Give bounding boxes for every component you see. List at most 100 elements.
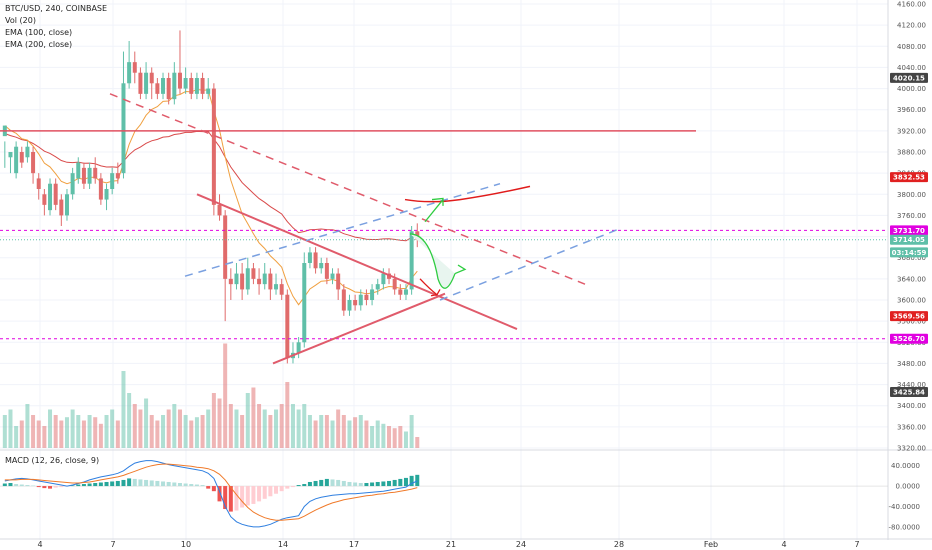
macd-hist-bar: [279, 486, 284, 492]
macd-hist-bar: [364, 483, 369, 487]
volume-bar: [409, 415, 414, 448]
volume-bar: [59, 420, 64, 448]
candle-body: [104, 189, 109, 200]
volume-bars: [2, 343, 420, 448]
macd-hist-bar: [228, 486, 233, 512]
price-badge-label: 3526.70: [893, 335, 925, 343]
macd-hist-bar: [127, 478, 132, 487]
price-tick-label: 4120.00: [897, 22, 926, 30]
candle-body: [144, 72, 149, 94]
drawing-tools: [0, 93, 888, 365]
price-tick-label: 3960.00: [897, 106, 926, 114]
signal-line: [4, 463, 418, 521]
ema200-legend[interactable]: EMA (200, close): [5, 40, 73, 49]
price-tick-label: 3440.00: [897, 381, 926, 389]
candle-body: [353, 300, 358, 306]
macd-tick-label: -80.0000: [889, 523, 920, 531]
volume-bar: [144, 398, 149, 448]
macd-hist-bar: [330, 479, 335, 487]
macd-hist-bar: [302, 484, 307, 487]
macd-hist-bar: [121, 479, 126, 487]
price-badge-label: 03:14:59: [892, 249, 927, 257]
volume-bar: [2, 415, 7, 448]
macd-hist-bar: [240, 486, 245, 508]
price-badge: [890, 72, 928, 83]
volume-bar: [217, 398, 222, 448]
macd-hist-bar: [53, 486, 58, 488]
price-axis[interactable]: 4160.00 4120.00 4080.00 4040.00 4000.00 3960.…: [889, 1, 928, 532]
candle-body: [370, 289, 375, 300]
candle-body: [121, 83, 126, 174]
ema100-legend[interactable]: EMA (100, close): [5, 28, 73, 37]
price-tick-label: 3800.00: [897, 191, 926, 199]
macd-hist-bar: [262, 486, 267, 499]
price-badge: [890, 387, 928, 398]
volume-bar: [36, 420, 41, 448]
volume-bar: [177, 409, 182, 448]
volume-bar: [381, 423, 386, 448]
candle-body: [217, 204, 222, 216]
volume-bar: [8, 409, 13, 448]
price-badge: [890, 247, 928, 258]
macd-hist-bar: [313, 480, 318, 487]
candle-body: [285, 294, 290, 359]
volume-bar: [127, 393, 132, 448]
macd-hist-bar: [132, 478, 137, 487]
candle-body: [313, 252, 318, 269]
macd-hist-bar: [19, 484, 24, 487]
macd-hist-bar: [8, 483, 13, 487]
volume-bar: [76, 415, 81, 448]
volume-bar: [307, 415, 312, 448]
macd-hist-bar: [234, 486, 239, 511]
price-badge: [890, 225, 928, 236]
candle-body: [53, 183, 58, 205]
volume-bar: [341, 415, 346, 448]
macd-hist-bar: [206, 486, 211, 489]
volume-bar: [319, 415, 324, 448]
candle-body: [336, 273, 341, 290]
price-badge-label: 3832.53: [893, 174, 925, 182]
vol-legend[interactable]: Vol (20): [5, 16, 36, 25]
volume-bar: [31, 415, 36, 448]
time-tick-label: 4: [781, 540, 786, 549]
red-arrowhead-down: [430, 289, 441, 297]
time-tick-label: 21: [446, 540, 456, 549]
price-badge: [890, 172, 928, 183]
candle-body: [161, 78, 166, 94]
volume-bar: [155, 420, 160, 448]
price-tick-label: 3400.00: [897, 402, 926, 410]
macd-hist-bar: [245, 486, 250, 506]
channel-upper-dashed: [184, 182, 501, 277]
volume-bar: [183, 415, 188, 448]
time-axis[interactable]: 4 7 10 14 17 21 24 28 Feb 4 7: [37, 540, 859, 549]
macd-hist-bar: [138, 479, 143, 487]
triangle-lower: [272, 292, 446, 365]
volume-bar: [296, 409, 301, 448]
macd-hist-bar: [392, 479, 397, 487]
candle-body: [324, 263, 329, 279]
volume-bar: [53, 415, 58, 448]
volume-bar: [87, 415, 92, 448]
candle-body: [364, 294, 369, 300]
triangle-upper: [196, 193, 518, 330]
macd-hist-bar: [183, 483, 188, 487]
volume-bar: [364, 420, 369, 448]
candle-body: [223, 215, 228, 279]
candle-body: [302, 263, 307, 343]
volume-bar: [415, 437, 420, 448]
macd-hist-bar: [104, 481, 109, 487]
macd-legend[interactable]: MACD (12, 26, close, 9): [5, 456, 100, 465]
macd-hist-bar: [177, 483, 182, 487]
candle-body: [31, 152, 36, 174]
macd-hist-bar: [149, 480, 154, 487]
candle-body: [14, 146, 19, 174]
symbol-legend[interactable]: BTC/USD, 240, COINBASE: [5, 4, 108, 13]
volume-bar: [268, 415, 273, 448]
price-badge: [890, 333, 928, 344]
candle-body: [93, 167, 98, 179]
macd-hist-bar: [48, 486, 53, 489]
candle-body: [64, 194, 69, 216]
time-tick-label: 28: [614, 540, 624, 549]
red-arrow-down: [419, 278, 438, 296]
